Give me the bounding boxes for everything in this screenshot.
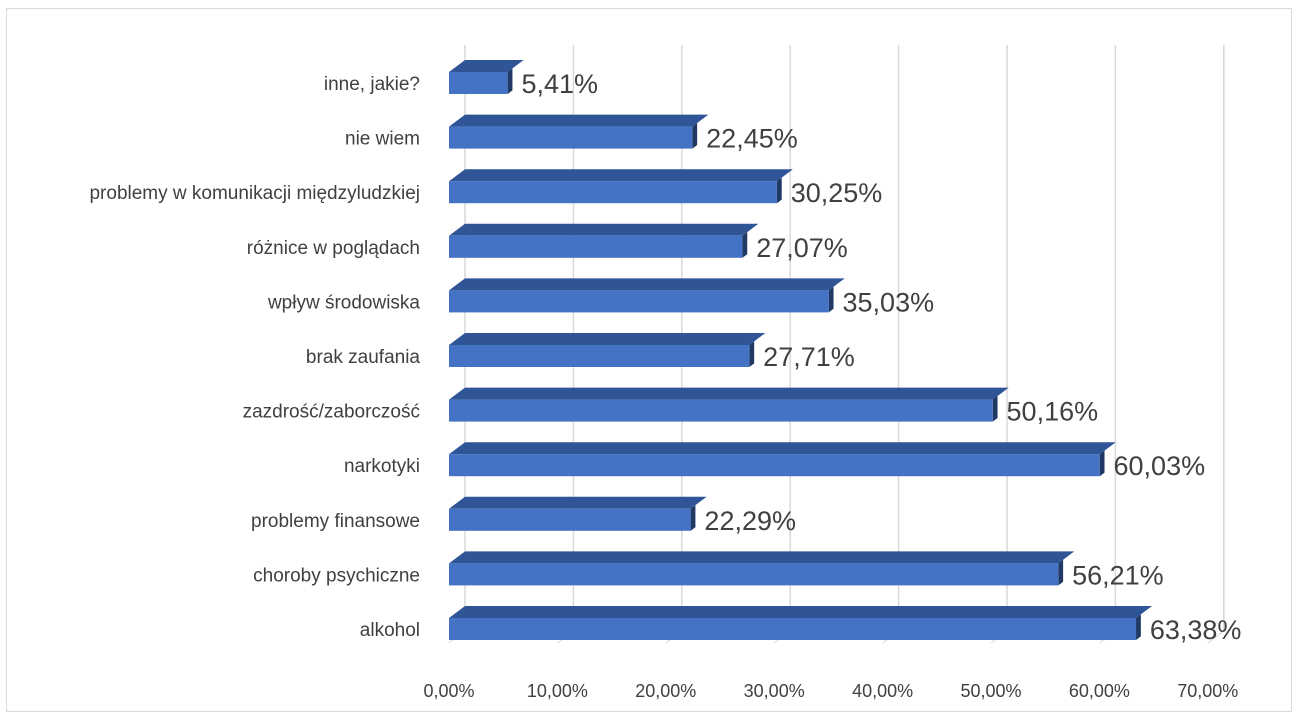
bar-top bbox=[449, 496, 707, 509]
category-label: narkotyki bbox=[344, 456, 420, 477]
data-label: 22,29% bbox=[704, 506, 796, 536]
x-tick-label: 70,00% bbox=[1177, 681, 1238, 701]
x-tick-label: 0,00% bbox=[423, 681, 474, 701]
bar-side bbox=[1099, 450, 1105, 477]
bar bbox=[449, 126, 693, 149]
bars bbox=[449, 60, 1153, 640]
data-labels: 5,41% 22,45% 30,25% 27,07% 35,03% 27,71% 50,16… bbox=[521, 69, 1241, 645]
x-tick-label: 10,00% bbox=[527, 681, 588, 701]
bar-side bbox=[749, 341, 755, 367]
data-label: 5,41% bbox=[521, 69, 598, 99]
bar bbox=[449, 399, 993, 422]
category-label: różnice w poglądach bbox=[247, 238, 420, 259]
x-tick-label: 50,00% bbox=[960, 681, 1021, 701]
bar bbox=[449, 563, 1059, 586]
x-tick-label: 20,00% bbox=[635, 681, 696, 701]
category-label: wpływ środowiska bbox=[267, 292, 420, 313]
bar bbox=[449, 181, 777, 204]
bar bbox=[449, 508, 691, 531]
bar-side bbox=[828, 286, 834, 313]
bar bbox=[449, 618, 1137, 640]
data-label: 27,07% bbox=[756, 233, 848, 263]
bar bbox=[449, 345, 750, 367]
category-label: zazdrość/zaborczość bbox=[243, 402, 420, 423]
bar-side bbox=[1136, 614, 1141, 640]
x-tick-label: 60,00% bbox=[1069, 681, 1130, 701]
bar-top bbox=[449, 387, 1009, 400]
data-label: 30,25% bbox=[791, 178, 883, 208]
bar-top bbox=[449, 333, 766, 345]
category-label: problemy w komunikacji międzyludzkiej bbox=[89, 183, 420, 204]
data-label: 22,45% bbox=[706, 124, 798, 154]
data-label: 60,03% bbox=[1114, 451, 1206, 481]
bar-side bbox=[1058, 559, 1064, 586]
bar-top bbox=[449, 551, 1075, 564]
gridline-base bbox=[1207, 630, 1225, 644]
bar-side bbox=[692, 123, 698, 149]
bar-top bbox=[449, 442, 1116, 455]
category-label: nie wiem bbox=[345, 129, 420, 150]
bar-top bbox=[449, 60, 524, 72]
bar bbox=[449, 454, 1100, 477]
bar-top bbox=[449, 278, 845, 291]
bar-top bbox=[449, 223, 759, 236]
x-tick-label: 30,00% bbox=[744, 681, 805, 701]
bar-side bbox=[776, 177, 782, 204]
bar bbox=[449, 235, 743, 258]
bar-side bbox=[690, 505, 696, 531]
data-label: 50,16% bbox=[1007, 397, 1099, 427]
category-labels: inne, jakie? nie wiem problemy w komunikac… bbox=[89, 74, 420, 641]
data-label: 27,71% bbox=[763, 342, 855, 372]
x-tick-label: 40,00% bbox=[852, 681, 913, 701]
data-label: 35,03% bbox=[843, 287, 935, 317]
category-label: inne, jakie? bbox=[324, 74, 420, 95]
bar-side bbox=[992, 396, 998, 422]
bar-side bbox=[507, 68, 513, 94]
category-label: problemy finansowe bbox=[251, 511, 420, 532]
x-axis-tick-labels: 0,00% 10,00% 20,00% 30,00% 40,00% 50,00% 60,00… bbox=[423, 681, 1238, 701]
bar bbox=[449, 290, 829, 313]
bar-top bbox=[449, 606, 1153, 618]
bar-top bbox=[449, 114, 709, 127]
category-label: choroby psychiczne bbox=[253, 565, 420, 586]
category-label: brak zaufania bbox=[306, 347, 421, 368]
bar-side bbox=[742, 232, 748, 258]
data-label: 63,38% bbox=[1150, 615, 1242, 645]
bar bbox=[449, 72, 508, 94]
data-label: 56,21% bbox=[1072, 560, 1164, 590]
bar-top bbox=[449, 169, 793, 182]
category-label: alkohol bbox=[360, 620, 420, 641]
